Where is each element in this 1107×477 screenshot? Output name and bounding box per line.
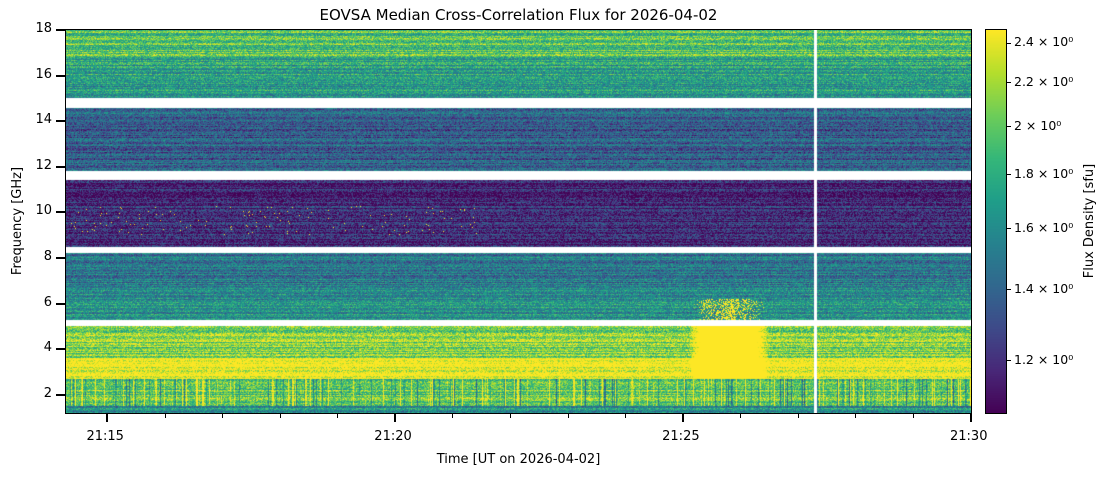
x-tick-label: 21:20: [374, 429, 412, 444]
y-tick: [56, 29, 66, 31]
y-tick-label: 4: [43, 340, 52, 356]
colorbar-tick: [1006, 360, 1011, 361]
y-tick: [56, 256, 66, 259]
colorbar-tick: [1006, 42, 1011, 44]
colorbar-tick: [1006, 82, 1011, 84]
colorbar: [985, 29, 1007, 414]
y-tick: [56, 165, 66, 168]
x-tick-label: 21:30: [950, 429, 988, 444]
y-tick-label: 6: [43, 294, 52, 310]
x-minor-tick: [912, 413, 914, 418]
x-minor-tick: [337, 413, 339, 418]
plot-area: [65, 29, 972, 414]
x-tick: [682, 413, 685, 422]
chart-title: EOVSA Median Cross-Correlation Flux for …: [319, 6, 718, 24]
x-minor-tick: [567, 413, 569, 418]
colorbar-tick: [1006, 289, 1011, 291]
x-minor-tick: [855, 413, 857, 418]
colorbar-tick: [1006, 228, 1011, 230]
y-tick-label: 2: [43, 385, 52, 401]
colorbar-tick-label: 1.6 × 10⁰: [1014, 219, 1074, 235]
y-tick: [56, 348, 66, 351]
y-tick: [56, 302, 66, 305]
colorbar-tick-label: 2.4 × 10⁰: [1014, 34, 1074, 50]
y-tick-label: 18: [35, 21, 52, 36]
y-tick-label: 10: [35, 203, 52, 219]
colorbar-label: Flux Density [sfu]: [1082, 163, 1097, 279]
y-tick: [56, 120, 66, 123]
colorbar-tick: [1006, 174, 1011, 176]
x-tick: [106, 413, 109, 422]
spectrogram-heatmap: [66, 30, 971, 413]
x-minor-tick: [797, 413, 799, 418]
colorbar-tick-label: 1.4 × 10⁰: [1014, 280, 1074, 296]
y-tick-label: 14: [35, 112, 52, 128]
y-tick: [56, 393, 66, 396]
x-tick: [394, 413, 397, 422]
x-minor-tick: [740, 413, 742, 418]
x-axis-label: Time [UT on 2026-04-02]: [436, 452, 601, 467]
y-tick-label: 12: [35, 157, 52, 173]
x-minor-tick: [279, 413, 281, 418]
x-tick-label: 21:25: [662, 429, 700, 444]
x-tick-label: 21:15: [86, 429, 124, 444]
y-axis-label: Frequency [GHz]: [10, 166, 25, 276]
x-minor-tick: [222, 413, 224, 418]
x-minor-tick: [625, 413, 627, 418]
x-tick: [970, 413, 972, 422]
y-tick: [56, 74, 66, 77]
colorbar-tick-label: 1.8 × 10⁰: [1014, 165, 1074, 181]
y-tick: [56, 211, 66, 214]
colorbar-tick-label: 2 × 10⁰: [1014, 117, 1062, 133]
x-minor-tick: [452, 413, 454, 418]
x-minor-tick: [164, 413, 166, 418]
x-minor-tick: [509, 413, 511, 418]
colorbar-tick-label: 1.2 × 10⁰: [1014, 351, 1074, 367]
y-tick-label: 8: [43, 248, 52, 264]
y-tick-label: 16: [35, 66, 52, 82]
colorbar-tick-label: 2.2 × 10⁰: [1014, 73, 1074, 89]
colorbar-tick: [1006, 126, 1011, 128]
